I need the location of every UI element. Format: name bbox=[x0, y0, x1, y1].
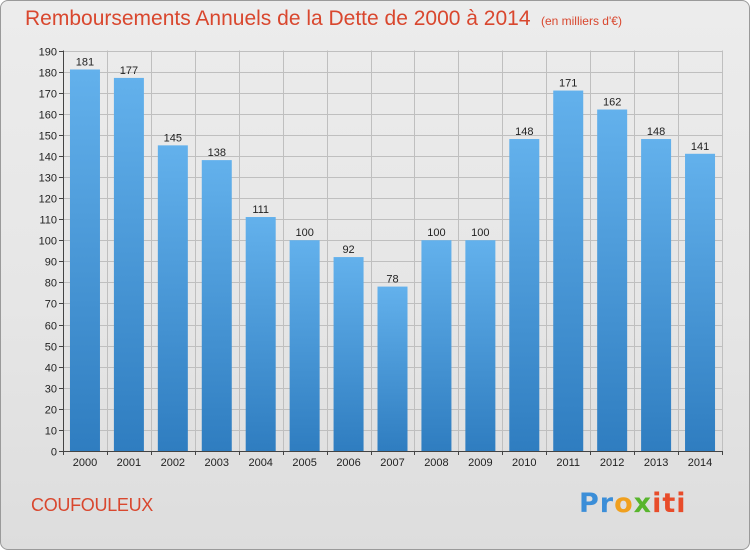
bar-value-label: 177 bbox=[120, 65, 138, 77]
y-tick-label: 130 bbox=[39, 173, 57, 185]
y-tick-label: 90 bbox=[45, 257, 57, 269]
x-tick-label: 2009 bbox=[468, 457, 492, 469]
y-tick-label: 180 bbox=[39, 68, 57, 80]
x-tick-label: 2010 bbox=[512, 457, 536, 469]
y-tick-label: 60 bbox=[45, 321, 57, 333]
bar-value-label: 78 bbox=[386, 274, 398, 286]
y-tick-label: 40 bbox=[45, 363, 57, 375]
x-tick-label: 2006 bbox=[336, 457, 360, 469]
bar-2008 bbox=[421, 240, 452, 451]
x-tick-label: 2001 bbox=[117, 457, 141, 469]
bar-2014 bbox=[685, 153, 716, 451]
bar-value-label: 100 bbox=[295, 227, 313, 239]
bar-2010 bbox=[509, 139, 540, 451]
bar-value-label: 181 bbox=[76, 56, 94, 68]
x-tick-label: 2007 bbox=[380, 457, 404, 469]
labels: 0 10 20 30 40 50 60 70 80 90 100 110 120 130 140 150 160… bbox=[39, 47, 713, 470]
bar-2003 bbox=[201, 160, 232, 451]
bar-2013 bbox=[641, 139, 672, 451]
y-tick-label: 10 bbox=[45, 426, 57, 438]
bar-value-label: 162 bbox=[603, 97, 621, 109]
bar-value-label: 100 bbox=[471, 227, 489, 239]
x-tick-label: 2003 bbox=[205, 457, 229, 469]
commune-name: COUFOULEUX bbox=[31, 495, 154, 515]
bar-value-label: 148 bbox=[647, 126, 665, 138]
bar-value-label: 148 bbox=[515, 126, 533, 138]
x-tick-label: 2004 bbox=[248, 457, 272, 469]
x-tick-label: 2012 bbox=[600, 457, 624, 469]
y-tick-label: 30 bbox=[45, 384, 57, 396]
bar-2004 bbox=[245, 217, 276, 451]
bar-value-label: 141 bbox=[691, 141, 709, 153]
bar-2000 bbox=[69, 69, 100, 451]
chart-unit: (en milliers d'€) bbox=[540, 14, 622, 28]
bar-2012 bbox=[597, 109, 628, 451]
chart-title-line: Remboursements Annuels de la Dette de 20… bbox=[25, 7, 622, 31]
x-tick-label: 2014 bbox=[688, 457, 712, 469]
bar-value-label: 111 bbox=[252, 204, 269, 216]
x-tick-label: 2000 bbox=[73, 457, 97, 469]
y-tick-label: 170 bbox=[39, 89, 57, 101]
bar-2006 bbox=[333, 257, 364, 451]
y-tick-label: 110 bbox=[39, 215, 57, 227]
y-tick-label: 150 bbox=[39, 131, 57, 143]
y-tick-label: 100 bbox=[39, 236, 57, 248]
y-tick-label: 0 bbox=[51, 447, 57, 459]
bar-value-label: 100 bbox=[427, 227, 445, 239]
x-tick-label: 2011 bbox=[556, 457, 580, 469]
y-tick-label: 190 bbox=[39, 47, 57, 59]
bar-2001 bbox=[113, 77, 144, 451]
x-tick-label: 2005 bbox=[292, 457, 316, 469]
chart-title: Remboursements Annuels de la Dette de 20… bbox=[25, 7, 531, 30]
x-tick-label: 2002 bbox=[161, 457, 185, 469]
bar-2002 bbox=[157, 145, 188, 451]
y-tick-label: 20 bbox=[45, 405, 57, 417]
bar-value-label: 145 bbox=[164, 132, 182, 144]
bar-value-label: 92 bbox=[342, 244, 354, 256]
bar-value-label: 138 bbox=[208, 147, 226, 159]
bar-value-label: 171 bbox=[559, 78, 577, 90]
proxiti-logo: Proxiti bbox=[579, 488, 687, 519]
x-tick-label: 2008 bbox=[424, 457, 448, 469]
bar-2005 bbox=[289, 240, 320, 451]
bars bbox=[69, 69, 716, 452]
y-tick-label: 80 bbox=[45, 278, 57, 290]
y-tick-label: 50 bbox=[45, 342, 57, 354]
axes bbox=[59, 50, 723, 455]
y-tick-label: 70 bbox=[45, 299, 57, 311]
y-tick-label: 140 bbox=[39, 152, 57, 164]
x-tick-label: 2013 bbox=[644, 457, 668, 469]
bar-2009 bbox=[465, 240, 496, 451]
y-tick-label: 160 bbox=[39, 110, 57, 122]
bar-2007 bbox=[377, 286, 408, 451]
y-tick-label: 120 bbox=[39, 194, 57, 206]
bar-2011 bbox=[553, 90, 584, 452]
